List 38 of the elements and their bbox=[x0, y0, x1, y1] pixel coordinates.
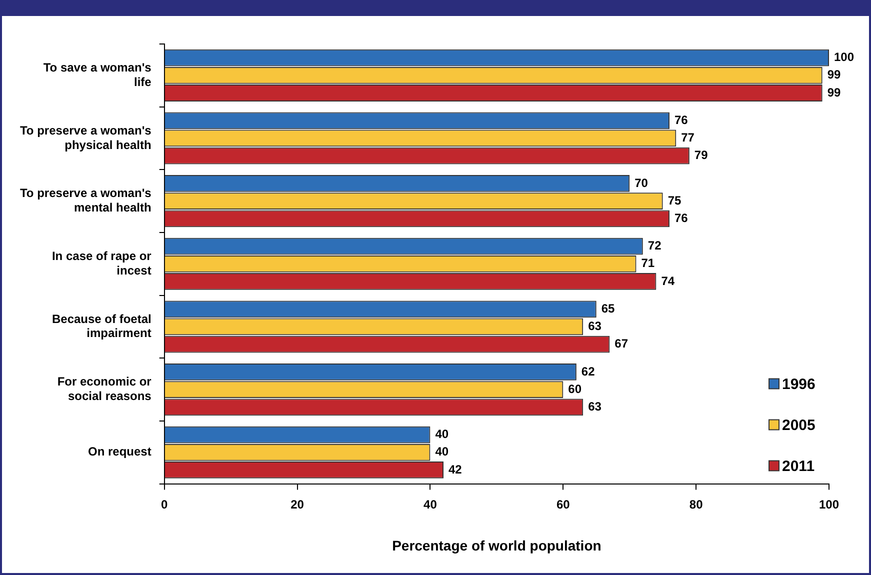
x-tick-label: 60 bbox=[556, 497, 570, 512]
data-label: 100 bbox=[834, 50, 854, 64]
data-label: 70 bbox=[634, 176, 648, 190]
data-label: 76 bbox=[674, 112, 688, 127]
x-tick-label: 100 bbox=[818, 497, 840, 512]
y-tick-label: For economic or social reasons bbox=[57, 374, 152, 404]
data-label: 71 bbox=[641, 256, 655, 270]
y-tick-label: In case of rape or incest bbox=[52, 249, 152, 278]
data-label: 63 bbox=[588, 399, 602, 414]
data-label: 62 bbox=[581, 364, 596, 378]
y-tick-label: To save a woman's life bbox=[43, 60, 152, 89]
data-label: 77 bbox=[681, 130, 695, 145]
x-tick-label: 80 bbox=[689, 497, 704, 512]
data-label: 40 bbox=[435, 427, 449, 442]
legend-label: 2011 bbox=[782, 458, 815, 475]
x-axis-title: Percentage of world population bbox=[392, 537, 602, 554]
data-label: 75 bbox=[668, 193, 682, 208]
x-tick-label: 40 bbox=[424, 497, 438, 512]
y-tick-label: To preserve a woman's physical health bbox=[20, 123, 152, 152]
y-tick-label: On request bbox=[88, 444, 152, 459]
data-label: 67 bbox=[614, 336, 628, 351]
data-label: 74 bbox=[661, 274, 675, 288]
y-tick-label: To preserve a woman's mental health bbox=[20, 186, 152, 215]
data-label: 65 bbox=[601, 301, 616, 316]
y-tick-label: Because of foetal impairment bbox=[52, 312, 152, 340]
legend-label: 2005 bbox=[782, 416, 816, 434]
data-label: 99 bbox=[827, 85, 842, 100]
data-label: 72 bbox=[648, 238, 662, 253]
data-label: 76 bbox=[674, 210, 688, 225]
x-tick-label: 0 bbox=[161, 497, 168, 512]
data-label: 63 bbox=[588, 319, 602, 334]
data-label: 40 bbox=[435, 444, 449, 459]
data-label: 60 bbox=[568, 382, 582, 396]
data-label: 99 bbox=[827, 68, 842, 82]
data-label: 79 bbox=[694, 148, 708, 162]
data-label: 42 bbox=[448, 462, 462, 476]
legend-label: 1996 bbox=[782, 376, 816, 393]
x-tick-label: 20 bbox=[290, 497, 304, 512]
